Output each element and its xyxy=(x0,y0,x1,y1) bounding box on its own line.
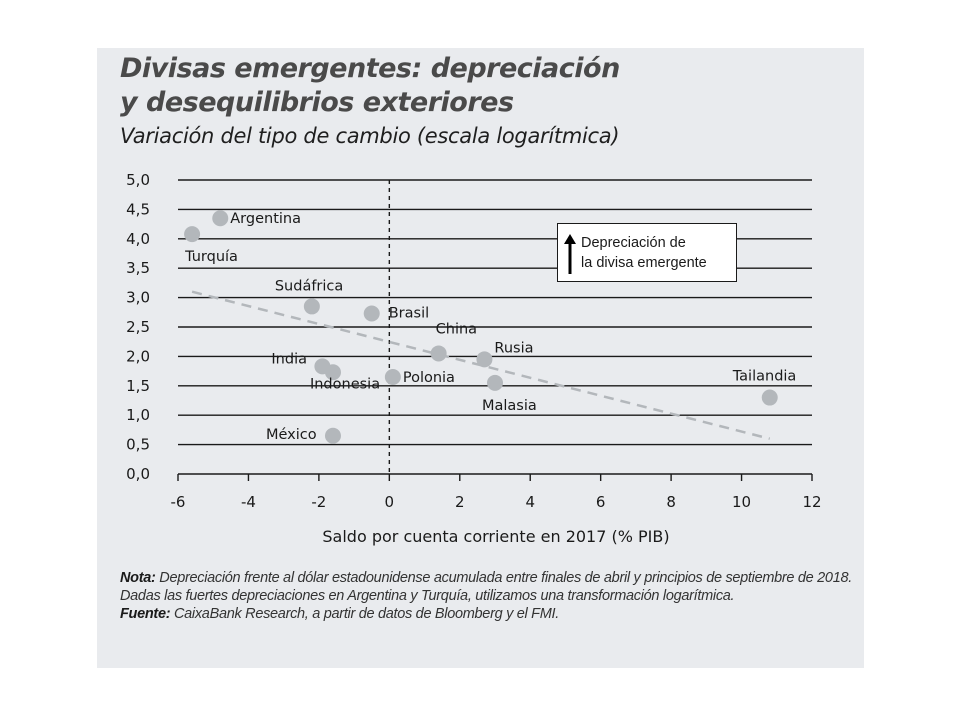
x-tick-label: -6 xyxy=(171,493,186,511)
chart-footnote: Nota: Depreciación frente al dólar estad… xyxy=(120,569,855,623)
y-tick-label: 2,0 xyxy=(126,347,150,365)
data-label: India xyxy=(271,351,307,367)
data-label: China xyxy=(436,321,477,337)
y-tick-label: 5,0 xyxy=(126,171,150,189)
data-point xyxy=(384,368,401,385)
source-paragraph: Fuente: CaixaBank Research, a partir de … xyxy=(120,605,855,623)
note-paragraph: Nota: Depreciación frente al dólar estad… xyxy=(120,569,855,605)
x-tick-label: 2 xyxy=(455,493,465,511)
data-point xyxy=(430,345,447,362)
x-tick-label: 8 xyxy=(666,493,676,511)
note-label: Nota: xyxy=(120,570,156,586)
x-tick-label: -4 xyxy=(241,493,256,511)
x-tick-label: 4 xyxy=(525,493,535,511)
y-tick-label: 4,0 xyxy=(126,230,150,248)
data-label: Malasia xyxy=(482,398,537,414)
data-label: Argentina xyxy=(230,211,301,227)
x-axis-label: Saldo por cuenta corriente en 2017 (% PI… xyxy=(322,527,670,546)
data-point xyxy=(476,351,493,368)
x-tick-label: 12 xyxy=(802,493,821,511)
data-label: Sudáfrica xyxy=(275,278,343,294)
data-label: Indonesia xyxy=(310,376,380,392)
x-tick-label: -2 xyxy=(311,493,326,511)
up-arrow-icon xyxy=(564,234,576,274)
data-point xyxy=(324,427,341,444)
source-label: Fuente: xyxy=(120,606,171,622)
y-tick-label: 2,5 xyxy=(126,318,150,336)
data-point xyxy=(761,389,778,406)
data-label: Rusia xyxy=(494,340,533,356)
data-label: Brasil xyxy=(389,305,429,321)
data-point xyxy=(324,364,341,381)
y-tick-label: 0,5 xyxy=(126,436,150,454)
x-tick-label: 0 xyxy=(385,493,395,511)
y-tick-label: 4,5 xyxy=(126,200,150,218)
y-tick-label: 0,0 xyxy=(126,465,150,483)
x-tick-label: 6 xyxy=(596,493,606,511)
data-point xyxy=(303,298,320,315)
chart-title-line2: y desequilibrios exteriores xyxy=(120,87,514,118)
y-tick-label: 1,0 xyxy=(126,406,150,424)
source-text: CaixaBank Research, a partir de datos de… xyxy=(174,606,559,622)
x-tick-label: 10 xyxy=(732,493,751,511)
chart-title-line1: Divisas emergentes: depreciación xyxy=(120,53,620,84)
data-label: Tailandia xyxy=(732,369,797,385)
annotation-box: Depreciación de la divisa emergente xyxy=(557,223,737,282)
data-label: México xyxy=(266,427,317,443)
note-text: Depreciación frente al dólar estadounide… xyxy=(120,570,852,604)
y-tick-label: 1,5 xyxy=(126,377,150,395)
data-point xyxy=(212,210,229,227)
annotation-line2: la divisa emergente xyxy=(581,255,707,271)
y-tick-label: 3,5 xyxy=(126,259,150,277)
annotation-line1: Depreciación de xyxy=(581,235,686,251)
y-tick-label: 3,0 xyxy=(126,289,150,307)
data-point xyxy=(363,305,380,322)
chart-subtitle: Variación del tipo de cambio (escala log… xyxy=(120,124,620,148)
data-point xyxy=(487,374,503,391)
data-label: Turquía xyxy=(184,249,238,265)
data-label: Polonia xyxy=(403,370,455,386)
data-point xyxy=(184,226,201,243)
